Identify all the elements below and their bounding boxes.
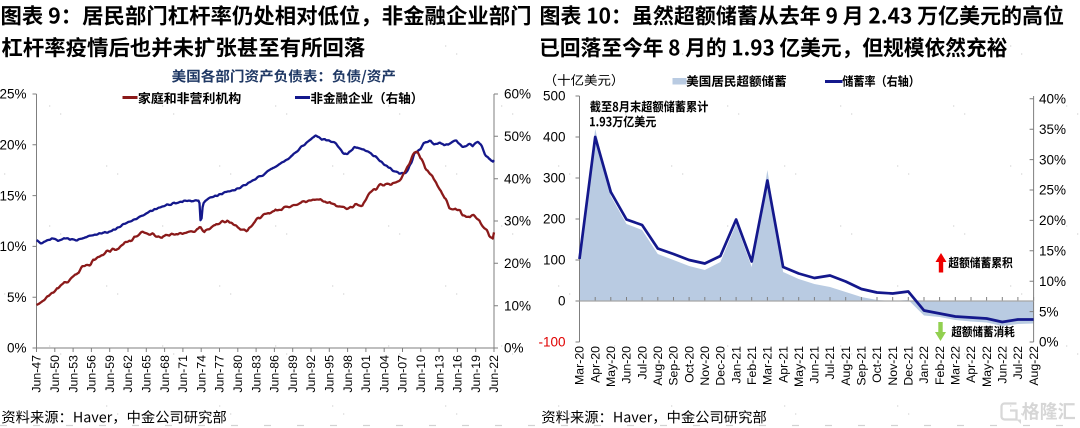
svg-text:Jun-22: Jun-22 (996, 346, 1010, 384)
svg-text:30%: 30% (1039, 152, 1066, 167)
svg-text:50%: 50% (504, 129, 531, 144)
svg-text:Sep-20: Sep-20 (667, 346, 681, 386)
svg-text:Jun-04: Jun-04 (377, 355, 391, 393)
svg-text:Feb-22: Feb-22 (933, 346, 947, 385)
svg-text:25%: 25% (1039, 183, 1066, 198)
svg-text:Jun-65: Jun-65 (140, 355, 154, 393)
svg-text:25%: 25% (0, 87, 27, 102)
svg-text:Apr-20: Apr-20 (588, 346, 602, 383)
svg-text:0%: 0% (1039, 335, 1059, 350)
svg-text:Jun-16: Jun-16 (451, 355, 465, 393)
svg-text:Apr-22: Apr-22 (964, 346, 978, 383)
svg-text:May-21: May-21 (792, 346, 806, 387)
svg-text:15%: 15% (0, 188, 27, 203)
svg-text:200: 200 (543, 212, 566, 227)
svg-text:Jun-77: Jun-77 (213, 355, 227, 393)
svg-text:20%: 20% (504, 256, 531, 271)
svg-text:Nov-20: Nov-20 (698, 346, 712, 386)
svg-text:Jun-59: Jun-59 (103, 355, 117, 393)
svg-text:10%: 10% (504, 298, 531, 313)
svg-text:Jul-21: Jul-21 (823, 346, 837, 380)
svg-text:20%: 20% (1039, 213, 1066, 228)
svg-text:Jun-19: Jun-19 (469, 355, 483, 393)
svg-text:Jan-21: Jan-21 (729, 346, 743, 384)
svg-text:40%: 40% (1039, 92, 1066, 107)
svg-text:Sep-21: Sep-21 (855, 346, 869, 386)
svg-text:0%: 0% (504, 341, 524, 356)
svg-text:Jun-07: Jun-07 (396, 355, 410, 393)
svg-text:10%: 10% (0, 239, 27, 254)
svg-text:Mar-22: Mar-22 (949, 346, 963, 385)
svg-text:Jun-20: Jun-20 (620, 346, 634, 384)
svg-text:May-20: May-20 (604, 346, 618, 387)
svg-text:20%: 20% (0, 138, 27, 153)
svg-text:15%: 15% (1039, 244, 1066, 259)
svg-text:40%: 40% (504, 171, 531, 186)
svg-text:Jan-22: Jan-22 (917, 346, 931, 384)
svg-text:Jun-98: Jun-98 (341, 355, 355, 393)
svg-text:10%: 10% (1039, 274, 1066, 289)
svg-text:Dec-20: Dec-20 (714, 346, 728, 386)
svg-text:Jun-68: Jun-68 (158, 355, 172, 393)
svg-text:Jun-89: Jun-89 (286, 355, 300, 393)
svg-text:500: 500 (543, 89, 566, 104)
svg-text:Oct-20: Oct-20 (682, 346, 696, 383)
svg-text:-100: -100 (538, 335, 565, 350)
svg-text:30%: 30% (504, 214, 531, 229)
svg-text:Jun-10: Jun-10 (414, 355, 428, 393)
svg-text:Jun-01: Jun-01 (359, 355, 373, 393)
svg-text:Jun-95: Jun-95 (323, 355, 337, 393)
svg-text:Aug-21: Aug-21 (839, 346, 853, 386)
svg-text:0%: 0% (7, 341, 27, 356)
svg-text:Jun-92: Jun-92 (304, 355, 318, 393)
svg-text:Nov-21: Nov-21 (886, 346, 900, 386)
svg-text:5%: 5% (7, 290, 27, 305)
svg-text:100: 100 (543, 253, 566, 268)
svg-text:Jun-62: Jun-62 (121, 355, 135, 393)
svg-text:5%: 5% (1039, 304, 1059, 319)
svg-text:Jun-47: Jun-47 (30, 355, 44, 393)
svg-text:Feb-21: Feb-21 (745, 346, 759, 385)
svg-text:May-22: May-22 (980, 346, 994, 387)
svg-text:Jun-21: Jun-21 (808, 346, 822, 384)
svg-text:Aug-20: Aug-20 (651, 346, 665, 386)
svg-text:Jun-53: Jun-53 (66, 355, 80, 393)
svg-text:35%: 35% (1039, 122, 1066, 137)
svg-text:300: 300 (543, 171, 566, 186)
svg-text:Jul-22: Jul-22 (1011, 346, 1025, 380)
svg-text:Oct-21: Oct-21 (870, 346, 884, 383)
svg-text:Jun-83: Jun-83 (249, 355, 263, 393)
svg-text:60%: 60% (504, 87, 531, 102)
svg-text:Jun-56: Jun-56 (85, 355, 99, 393)
svg-text:Jun-71: Jun-71 (176, 355, 190, 393)
svg-text:Jun-22: Jun-22 (487, 355, 501, 393)
svg-text:0: 0 (558, 294, 566, 309)
svg-text:Mar-20: Mar-20 (573, 346, 587, 385)
svg-text:Jun-50: Jun-50 (48, 355, 62, 393)
svg-text:Jun-86: Jun-86 (268, 355, 282, 393)
svg-text:Mar-21: Mar-21 (761, 346, 775, 385)
svg-text:Aug-22: Aug-22 (1027, 346, 1041, 386)
svg-text:Jul-20: Jul-20 (635, 346, 649, 380)
svg-text:Jun-13: Jun-13 (432, 355, 446, 393)
svg-text:Jun-80: Jun-80 (231, 355, 245, 393)
svg-text:Apr-21: Apr-21 (776, 346, 790, 383)
svg-text:400: 400 (543, 130, 566, 145)
svg-text:Dec-21: Dec-21 (902, 346, 916, 386)
svg-text:Jun-74: Jun-74 (194, 355, 208, 393)
